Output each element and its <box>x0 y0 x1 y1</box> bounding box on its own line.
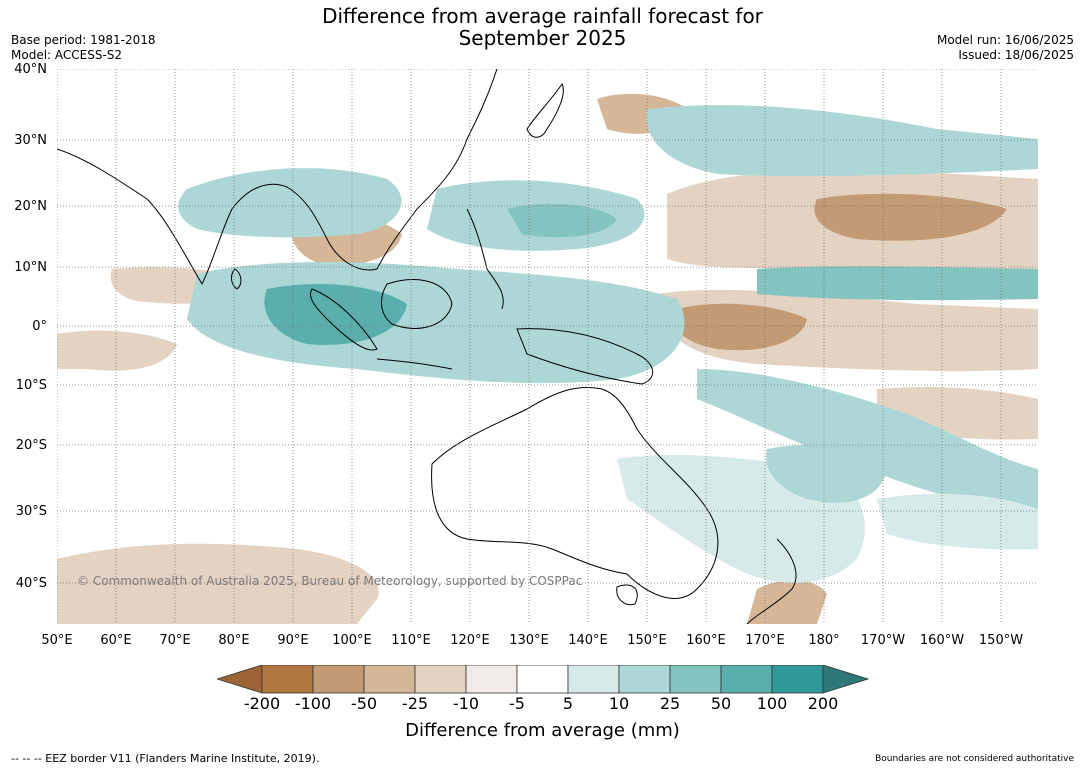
lon-label: 160°E <box>686 633 726 648</box>
lon-label: 150°W <box>978 633 1024 648</box>
sumatra-coastline <box>310 288 378 351</box>
colorbar-tick: 5 <box>562 694 574 713</box>
colorbar-tick: -25 <box>401 694 429 713</box>
map-canvas <box>57 69 1038 624</box>
japan-coastline <box>526 83 564 138</box>
meta-left: Base period: 1981-2018 Model: ACCESS-S2 <box>11 33 156 63</box>
dry-anomaly-new-zealand <box>747 579 827 624</box>
lat-label: 40°S <box>15 576 47 591</box>
colorbar-swatch <box>720 664 773 694</box>
boundary-disclaimer: Boundaries are not considered authoritat… <box>875 754 1074 764</box>
wet-anomaly-south-pacific <box>877 493 1038 550</box>
wet-anomaly-west-pacific-core <box>507 203 617 238</box>
lon-label: 110°E <box>391 633 431 648</box>
lat-label: 10°S <box>15 378 47 393</box>
colorbar-arrow-high <box>822 664 870 694</box>
colorbar-tick: -5 <box>509 694 525 713</box>
tasmania-coastline <box>616 584 638 606</box>
colorbar <box>215 664 870 699</box>
lon-label: 50°E <box>41 633 73 648</box>
lon-label: 70°E <box>159 633 191 648</box>
lon-label: 170°W <box>860 633 906 648</box>
colorbar-swatch <box>567 664 620 694</box>
colorbar-swatch <box>516 664 569 694</box>
issued-date: Issued: 18/06/2025 <box>958 48 1074 62</box>
lon-label: 100°E <box>332 633 372 648</box>
lon-label: 140°E <box>568 633 608 648</box>
colorbar-swatch <box>363 664 416 694</box>
title-line-2: September 2025 <box>458 26 627 50</box>
colorbar-tick: -100 <box>294 694 332 713</box>
lat-label: 0° <box>32 319 47 334</box>
lon-label: 60°E <box>100 633 132 648</box>
java-coastline <box>376 358 453 370</box>
colorbar-swatch <box>312 664 365 694</box>
philippines-coastline <box>466 208 504 310</box>
colorbar-label: Difference from average (mm) <box>405 720 680 741</box>
colorbar-swatch <box>771 664 824 694</box>
colorbar-tick: -50 <box>350 694 378 713</box>
new-zealand-coastline <box>746 538 797 624</box>
rainfall-map <box>57 69 1038 624</box>
lon-label: 120°E <box>450 633 490 648</box>
lat-label: 20°N <box>14 199 47 214</box>
base-period: Base period: 1981-2018 <box>11 33 156 47</box>
colorbar-swatch <box>618 664 671 694</box>
wet-anomaly-north-pacific <box>646 105 1038 177</box>
wet-anomaly-bay-of-bengal <box>178 168 402 238</box>
lat-label: 30°N <box>14 133 47 148</box>
colorbar-swatch <box>261 664 314 694</box>
lon-label: 170°E <box>745 633 785 648</box>
wet-anomaly-spcz <box>697 369 1038 509</box>
colorbar-tick: 100 <box>756 694 788 713</box>
borneo-coastline <box>381 279 453 329</box>
map-shading <box>57 93 1038 624</box>
lon-label: 90°E <box>277 633 309 648</box>
coastlines <box>57 69 797 624</box>
dry-anomaly-equatorial-core <box>674 303 807 351</box>
dry-anomaly-north-pacific-core <box>814 193 1007 241</box>
model-run: Model run: 16/06/2025 <box>936 33 1074 47</box>
colorbar-tick: 50 <box>710 694 732 713</box>
colorbar-arrow-low <box>215 664 263 694</box>
lat-label: 40°N <box>14 62 47 77</box>
colorbar-tick: -200 <box>243 694 281 713</box>
lon-label: 160°W <box>919 633 965 648</box>
colorbar-swatch <box>465 664 518 694</box>
model-name: Model: ACCESS-S2 <box>11 48 123 62</box>
colorbar-tick: 25 <box>659 694 681 713</box>
dry-anomaly-southern-ocean-west <box>57 543 379 624</box>
wet-anomaly-itcz-pacific <box>757 266 1038 301</box>
asia-coastline <box>57 69 498 286</box>
colorbar-swatch <box>414 664 467 694</box>
lon-label: 80°E <box>218 633 250 648</box>
copyright-notice: © Commonwealth of Australia 2025, Bureau… <box>77 574 583 588</box>
wet-anomaly-equatorial-indian <box>187 262 685 384</box>
lon-label: 130°E <box>509 633 549 648</box>
wet-anomaly-coral-sea <box>766 445 887 503</box>
colorbar-tick: -10 <box>452 694 480 713</box>
lat-label: 30°S <box>15 504 47 519</box>
map-title: Difference from average rainfall forecas… <box>0 5 1085 49</box>
meta-right: Model run: 16/06/2025 Issued: 18/06/2025 <box>937 33 1074 63</box>
lon-label: 150°E <box>627 633 667 648</box>
lat-label: 20°S <box>15 438 47 453</box>
eez-note: -- -- -- EEZ border V11 (Flanders Marine… <box>11 752 320 765</box>
graticule <box>57 69 1038 624</box>
sri-lanka-coastline <box>231 268 242 290</box>
new-guinea-coastline <box>516 328 654 385</box>
wet-anomaly-equatorial-indian-core <box>264 284 407 345</box>
colorbar-tick: 10 <box>608 694 630 713</box>
title-line-1: Difference from average rainfall forecas… <box>322 4 763 28</box>
colorbar-tick: 200 <box>807 694 839 713</box>
colorbar-graphic <box>215 664 870 694</box>
australia-coastline <box>431 386 719 599</box>
colorbar-swatch <box>669 664 722 694</box>
lat-label: 10°N <box>14 260 47 275</box>
lon-label: 180° <box>808 633 840 648</box>
dry-anomaly-arabian-sea <box>57 330 177 371</box>
